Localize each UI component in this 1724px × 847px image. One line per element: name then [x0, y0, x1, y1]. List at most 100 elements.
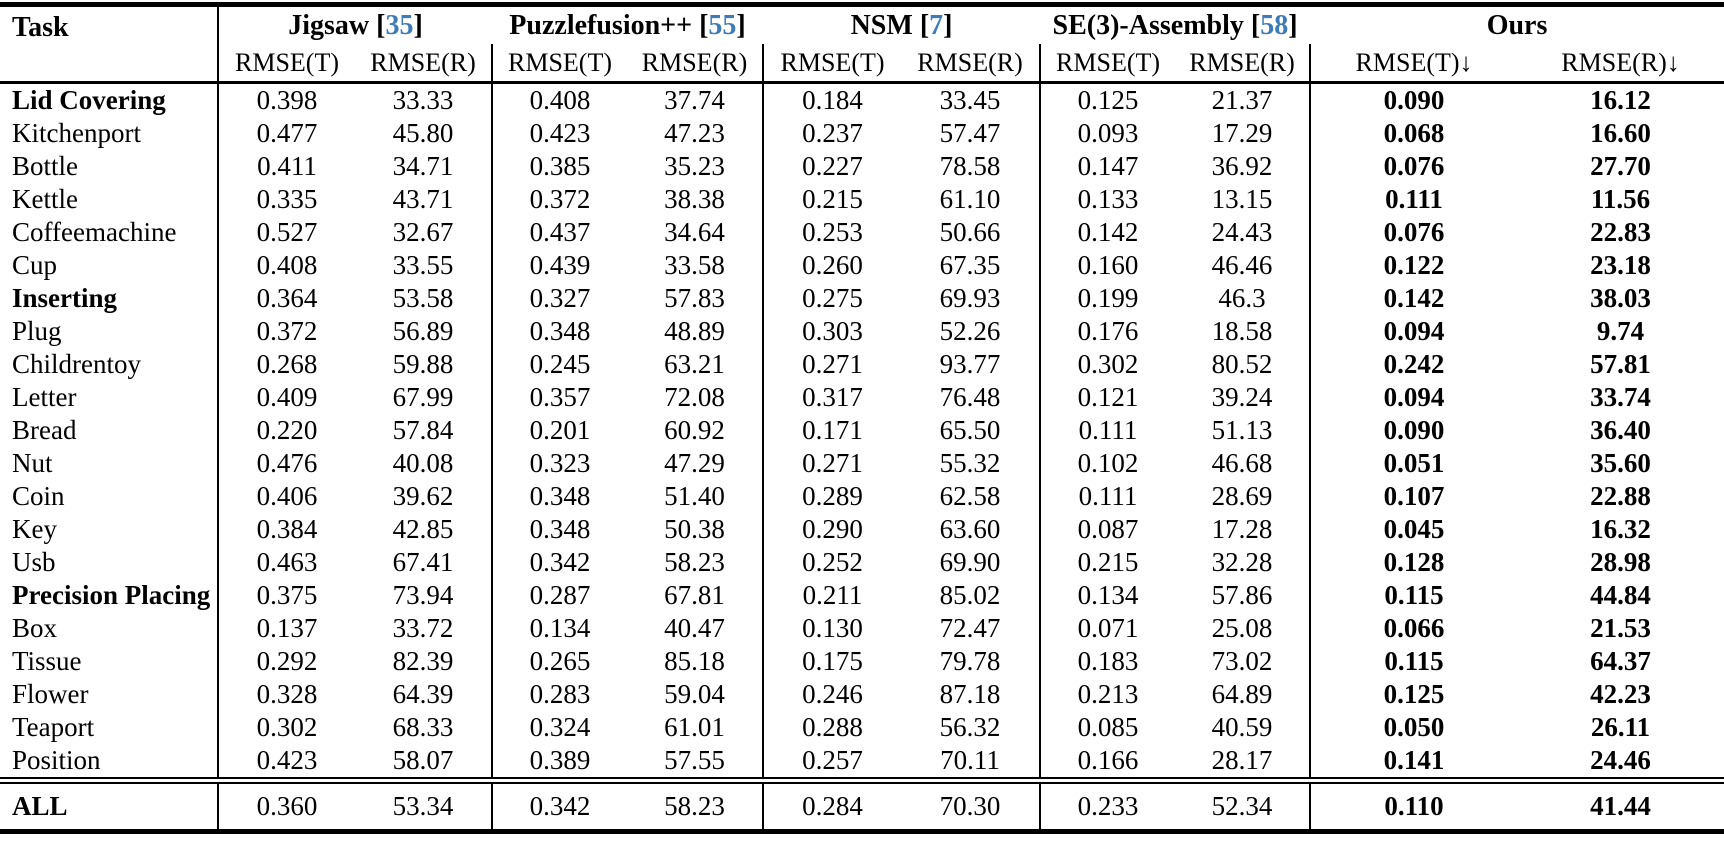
value-cell: 38.38 — [664, 184, 725, 214]
value-cell: 0.409 — [217, 381, 355, 414]
value-cell: 57.81 — [1590, 349, 1651, 379]
task-cell: Flower — [12, 679, 89, 709]
value-cell: 0.290 — [762, 513, 902, 546]
value-cell: 65.50 — [939, 415, 1001, 445]
value-cell: 42.23 — [1590, 679, 1651, 709]
value-cell: 0.184 — [762, 82, 902, 117]
value-cell: 0.324 — [491, 711, 627, 744]
metric-header: RMSE(T) — [762, 44, 902, 84]
value-cell: 0.398 — [217, 82, 355, 117]
value-cell: 0.093 — [1039, 117, 1176, 150]
value-cell: 52.34 — [1175, 777, 1311, 832]
task-cell: Kettle — [12, 184, 78, 214]
value-cell: 0.175 — [762, 645, 902, 678]
value-cell: 28.17 — [1211, 745, 1273, 775]
citation-link[interactable]: 35 — [385, 9, 414, 41]
task-cell: Lid Covering — [12, 85, 166, 115]
task-cell: Precision Placing — [12, 580, 211, 610]
value-cell: 0.375 — [217, 579, 355, 612]
value-cell: 46.3 — [1218, 283, 1266, 313]
value-cell: 0.292 — [217, 645, 355, 678]
value-cell: 50.38 — [664, 514, 725, 544]
value-cell: 0.364 — [217, 282, 355, 315]
value-cell: 35.23 — [664, 151, 725, 181]
value-cell: 0.066 — [1309, 612, 1518, 645]
table-row: Position 0.423 58.07 0.389 57.55 0.257 70.11 0.… — [0, 744, 1724, 781]
citation-link[interactable]: 58 — [1260, 9, 1289, 41]
value-cell: 0.423 — [217, 744, 355, 781]
value-cell: 62.58 — [939, 481, 1001, 511]
task-cell: Coin — [12, 481, 65, 511]
value-cell: 0.271 — [762, 447, 902, 480]
value-cell: 40.59 — [1211, 712, 1273, 742]
table-row: Letter 0.409 67.99 0.357 72.08 0.317 76.48 0.12… — [0, 381, 1724, 414]
citation-link[interactable]: 7 — [929, 9, 944, 41]
value-cell: 0.439 — [491, 249, 627, 282]
metric-header: RMSE(R)↓ — [1517, 44, 1724, 84]
value-cell: 0.257 — [762, 744, 902, 781]
value-cell: 0.050 — [1309, 711, 1518, 744]
value-cell: 68.33 — [392, 712, 454, 742]
citation-link[interactable]: 55 — [708, 9, 737, 41]
value-cell: 0.220 — [217, 414, 355, 447]
value-cell: 0.183 — [1039, 645, 1176, 678]
value-cell: 0.252 — [762, 546, 902, 579]
table-row: Tissue 0.292 82.39 0.265 85.18 0.175 79.78 0.18… — [0, 645, 1724, 678]
value-cell: 93.77 — [939, 349, 1001, 379]
value-cell: 70.30 — [901, 777, 1041, 832]
value-cell: 0.215 — [762, 183, 902, 216]
value-cell: 0.348 — [491, 513, 627, 546]
value-cell: 0.527 — [217, 216, 355, 249]
value-cell: 0.288 — [762, 711, 902, 744]
value-cell: 0.147 — [1039, 150, 1176, 183]
value-cell: 21.53 — [1590, 613, 1651, 643]
table-row: Cup 0.408 33.55 0.439 33.58 0.260 67.35 0.160 46… — [0, 249, 1724, 282]
value-cell: 0.283 — [491, 678, 627, 711]
value-cell: 33.33 — [392, 85, 454, 115]
table-header: Task Jigsaw [35] Puzzlefusion++ [55] NSM… — [0, 4, 1724, 84]
value-cell: 63.21 — [664, 349, 725, 379]
value-cell: 38.03 — [1590, 283, 1651, 313]
value-cell: 43.71 — [392, 184, 454, 214]
value-cell: 11.56 — [1590, 184, 1651, 214]
column-group-jigsaw: Jigsaw [35] — [217, 4, 492, 44]
value-cell: 58.07 — [392, 745, 454, 775]
value-cell: 0.133 — [1039, 183, 1176, 216]
value-cell: 0.137 — [217, 612, 355, 645]
table-row: Flower 0.328 64.39 0.283 59.04 0.246 87.18 0.21… — [0, 678, 1724, 711]
value-cell: 56.89 — [392, 316, 454, 346]
table-row: Bread 0.220 57.84 0.201 60.92 0.171 65.50 0.111… — [0, 414, 1724, 447]
value-cell: 28.98 — [1590, 547, 1651, 577]
value-cell: 64.37 — [1590, 646, 1651, 676]
value-cell: 0.287 — [491, 579, 627, 612]
value-cell: 42.85 — [392, 514, 454, 544]
value-cell: 0.372 — [217, 315, 355, 348]
value-cell: 27.70 — [1590, 151, 1651, 181]
value-cell: 47.23 — [664, 118, 725, 148]
value-cell: 9.74 — [1596, 316, 1645, 346]
value-cell: 0.275 — [762, 282, 902, 315]
value-cell: 0.076 — [1309, 150, 1518, 183]
table-row: Precision Placing 0.375 73.94 0.287 67.81 0.2… — [0, 579, 1724, 612]
value-cell: 0.328 — [217, 678, 355, 711]
value-cell: 0.348 — [491, 315, 627, 348]
method-name: Ours — [1486, 9, 1548, 41]
value-cell: 0.115 — [1309, 645, 1518, 678]
value-cell: 33.72 — [392, 613, 454, 643]
value-cell: 0.160 — [1039, 249, 1176, 282]
value-cell: 57.84 — [392, 415, 454, 445]
value-cell: 73.02 — [1211, 646, 1273, 676]
value-cell: 0.233 — [1039, 777, 1176, 832]
value-cell: 67.41 — [392, 547, 454, 577]
table-row: Kitchenport 0.477 45.80 0.423 47.23 0.237 57.4… — [0, 117, 1724, 150]
value-cell: 0.268 — [217, 348, 355, 381]
task-cell: Box — [12, 613, 58, 643]
value-cell: 0.087 — [1039, 513, 1176, 546]
task-cell: Teaport — [12, 712, 95, 742]
value-cell: 79.78 — [939, 646, 1001, 676]
header-methods-row: Task Jigsaw [35] Puzzlefusion++ [55] NSM… — [0, 4, 1724, 84]
value-cell: 69.90 — [939, 547, 1001, 577]
table-row: Key 0.384 42.85 0.348 50.38 0.290 63.60 0.087 17… — [0, 513, 1724, 546]
task-cell: Bread — [12, 415, 77, 445]
value-cell: 58.23 — [627, 777, 764, 832]
